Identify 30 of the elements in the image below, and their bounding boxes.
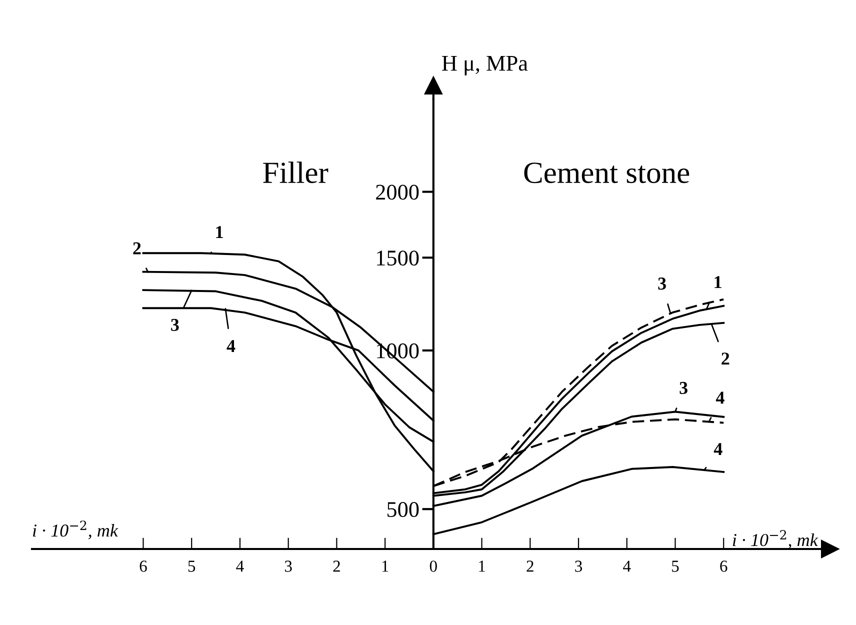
x-tick-label: 1 <box>382 560 388 572</box>
x-tick-label: 2 <box>526 560 534 572</box>
x-tick-label: 3 <box>575 560 582 572</box>
annotation: 2 <box>133 242 141 254</box>
x-tick-label: 1 <box>479 560 485 572</box>
y-tick-label: 500 <box>387 502 419 518</box>
annotation: Filler <box>263 162 328 184</box>
x-tick-label: 4 <box>236 560 244 572</box>
annotation: 3 <box>680 382 688 394</box>
x-tick-label: 3 <box>284 560 292 572</box>
x-tick-label: 6 <box>720 560 728 572</box>
x-tick-label: 0 <box>430 560 437 572</box>
annotation: 4 <box>716 392 724 404</box>
annotation: 3 <box>171 318 179 332</box>
annotation: 3 <box>658 278 666 290</box>
x-tick-label: 4 <box>623 560 631 572</box>
x-tick-label: 2 <box>333 560 340 572</box>
annotation: Cement stone <box>524 162 690 184</box>
x-tick-label: 5 <box>188 560 196 572</box>
annotation: i · 10$^{−2}$, mk <box>33 520 118 540</box>
x-tick-label: 6 <box>140 560 147 572</box>
annotation: 1 <box>714 276 722 288</box>
annotation: 4 <box>226 340 236 352</box>
annotation: 2 <box>722 352 730 365</box>
x-tick-label: 5 <box>672 560 679 572</box>
y-tick-label: 2000 <box>376 184 419 200</box>
annotation: 4 <box>714 443 722 455</box>
y-axis-title: H μ, MPa <box>442 56 528 76</box>
annotation: 1 <box>216 226 223 238</box>
y-tick-label: 1500 <box>377 250 419 266</box>
